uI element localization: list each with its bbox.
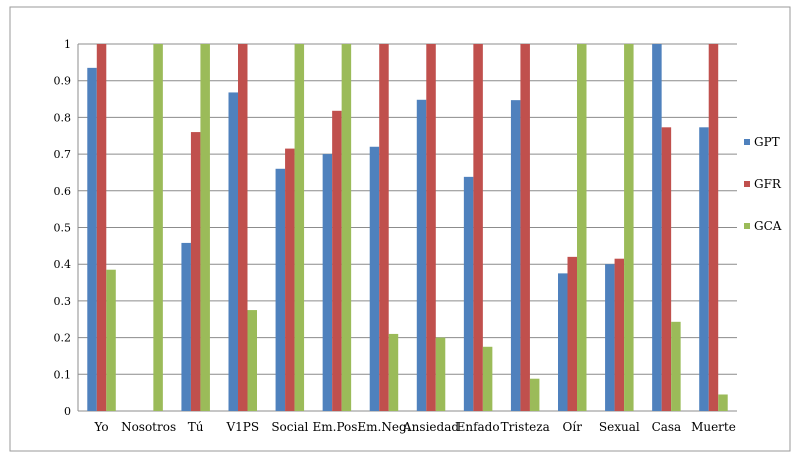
bar-gpt [322, 154, 333, 411]
x-category-label: Em.Pos. [313, 420, 362, 434]
x-axis-categories: Yo Nosotros Tú V1PS Social Em.Pos.Em.Neg.Ansi… [93, 420, 735, 434]
bar-gca [624, 44, 634, 411]
bar-gfr [473, 44, 483, 411]
y-tick-label: 0.4 [54, 258, 72, 271]
bar-gca [718, 394, 728, 411]
bar-gfr [190, 132, 201, 411]
bar-gfr [238, 44, 248, 411]
bar-gpt [228, 92, 238, 411]
bar-gfr [520, 44, 530, 411]
bar-gpt [87, 67, 97, 411]
bar-gca [106, 269, 116, 411]
bar-gca [671, 321, 681, 411]
x-category-label: Yo [93, 420, 108, 434]
bar-gca [341, 44, 352, 411]
y-tick-label: 1 [64, 38, 71, 51]
y-tick-label: 0.6 [54, 185, 72, 198]
x-category-label: V1PS [225, 420, 259, 434]
bar-gpt [181, 242, 191, 411]
bars [87, 44, 728, 412]
x-category-label: Muerte [691, 420, 736, 434]
y-tick-label: 0.5 [54, 222, 72, 235]
y-tick-label: 0.7 [54, 148, 72, 161]
x-category-label: Ansiedad [402, 420, 459, 434]
bar-gca [153, 44, 163, 411]
bar-gca [577, 44, 587, 411]
x-category-label: Tú [188, 420, 204, 434]
bar-gfr [379, 44, 389, 411]
bar-gca [529, 378, 540, 411]
y-tick-label: 0.8 [54, 111, 72, 124]
bar-gpt [510, 100, 521, 411]
bar-gfr [96, 44, 107, 411]
x-category-label: Enfado [457, 420, 500, 434]
legend-label: GCA [754, 219, 782, 233]
x-category-label: Tristeza [501, 420, 550, 434]
bar-gfr [661, 127, 672, 412]
x-category-label: Sexual [599, 420, 640, 434]
x-category-label: Nosotros [121, 420, 176, 434]
bar-gfr [708, 44, 719, 411]
bar-gca [482, 346, 493, 411]
legend: GPT GFR GCA [744, 135, 782, 233]
bar-gpt [605, 264, 615, 411]
bar-gca [435, 337, 446, 411]
legend-swatch [744, 223, 750, 229]
bar-gca [247, 310, 257, 411]
y-tick-label: 0.2 [54, 332, 72, 345]
y-axis-ticks: 0 0.1 0.2 0.3 0.4 0.5 0.6 0.7 0.8 0.9 1 [54, 38, 72, 418]
bar-gfr [426, 44, 436, 411]
x-category-label: Oír [563, 420, 583, 434]
x-category-label: Casa [652, 420, 682, 434]
bar-gpt [416, 99, 427, 411]
legend-label: GPT [754, 135, 780, 149]
bar-gfr [614, 258, 625, 411]
bar-gca [200, 44, 210, 411]
bar-gpt [699, 127, 709, 412]
bar-gpt [369, 146, 380, 411]
bar-gpt [652, 44, 662, 411]
bar-gfr [332, 110, 342, 411]
x-category-label: Social [271, 420, 308, 434]
x-category-label: Em.Neg. [357, 420, 410, 434]
bar-gca [388, 333, 399, 411]
legend-swatch [744, 181, 750, 187]
y-tick-label: 0.3 [54, 295, 72, 308]
legend-swatch [744, 139, 750, 145]
y-tick-label: 0.9 [54, 75, 72, 88]
bar-gfr [567, 256, 577, 411]
y-tick-label: 0.1 [54, 368, 72, 381]
bar-gpt [558, 273, 568, 411]
bar-gfr [285, 148, 295, 411]
bar-gpt [275, 168, 286, 411]
y-tick-label: 0 [64, 405, 71, 418]
legend-label: GFR [754, 177, 782, 191]
bar-gpt [463, 176, 474, 411]
bar-gca [294, 44, 305, 411]
